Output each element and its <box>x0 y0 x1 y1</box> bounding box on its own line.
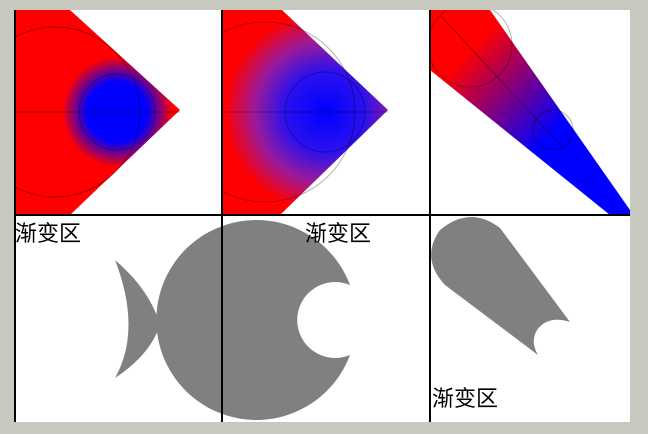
gradient-shape-2 <box>222 10 388 215</box>
gray-notched-circle-shape <box>156 219 350 420</box>
gradient-region-label: 渐变区 <box>15 222 82 247</box>
gradient-region-label: 渐变区 <box>432 387 499 412</box>
gray-teardrop-shape <box>431 216 570 355</box>
gradient-region-label: 渐变区 <box>305 222 372 247</box>
gray-crescent-shape <box>115 260 160 378</box>
gradient-shape-1 <box>14 10 180 215</box>
gradient-shape-3 <box>430 10 630 215</box>
grid-lines <box>14 10 630 422</box>
